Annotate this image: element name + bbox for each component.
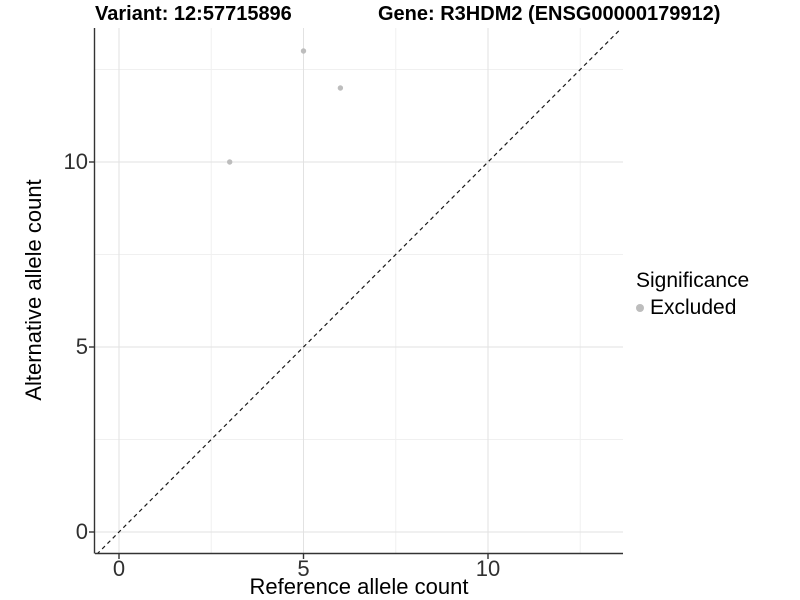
plot-title-gene: Gene: R3HDM2 (ENSG00000179912) (378, 3, 721, 25)
data-point (227, 159, 233, 165)
y-tick-label: 10 (63, 149, 88, 174)
x-tick-label: 0 (112, 556, 126, 581)
identity-dashed-line (97, 28, 622, 553)
y-tick-label: 0 (75, 519, 88, 544)
data-point (337, 85, 344, 91)
data-point (300, 48, 307, 54)
excluded-point-icon (636, 304, 644, 312)
x-tick-label: 5 (297, 556, 310, 581)
y-axis-label: Alternative allele count (21, 179, 46, 401)
x-tick-label: 10 (475, 556, 501, 581)
x-axis-label: Reference allele count (249, 574, 469, 599)
legend-item-label: Excluded (650, 296, 737, 319)
legend-title: Significance (636, 269, 750, 292)
legend-item-excluded: Excluded (636, 296, 749, 320)
plot-title-variant: Variant: 12:57715896 (95, 3, 292, 25)
y-tick-label: 5 (75, 334, 88, 359)
legend: Significance Excluded (636, 269, 749, 320)
